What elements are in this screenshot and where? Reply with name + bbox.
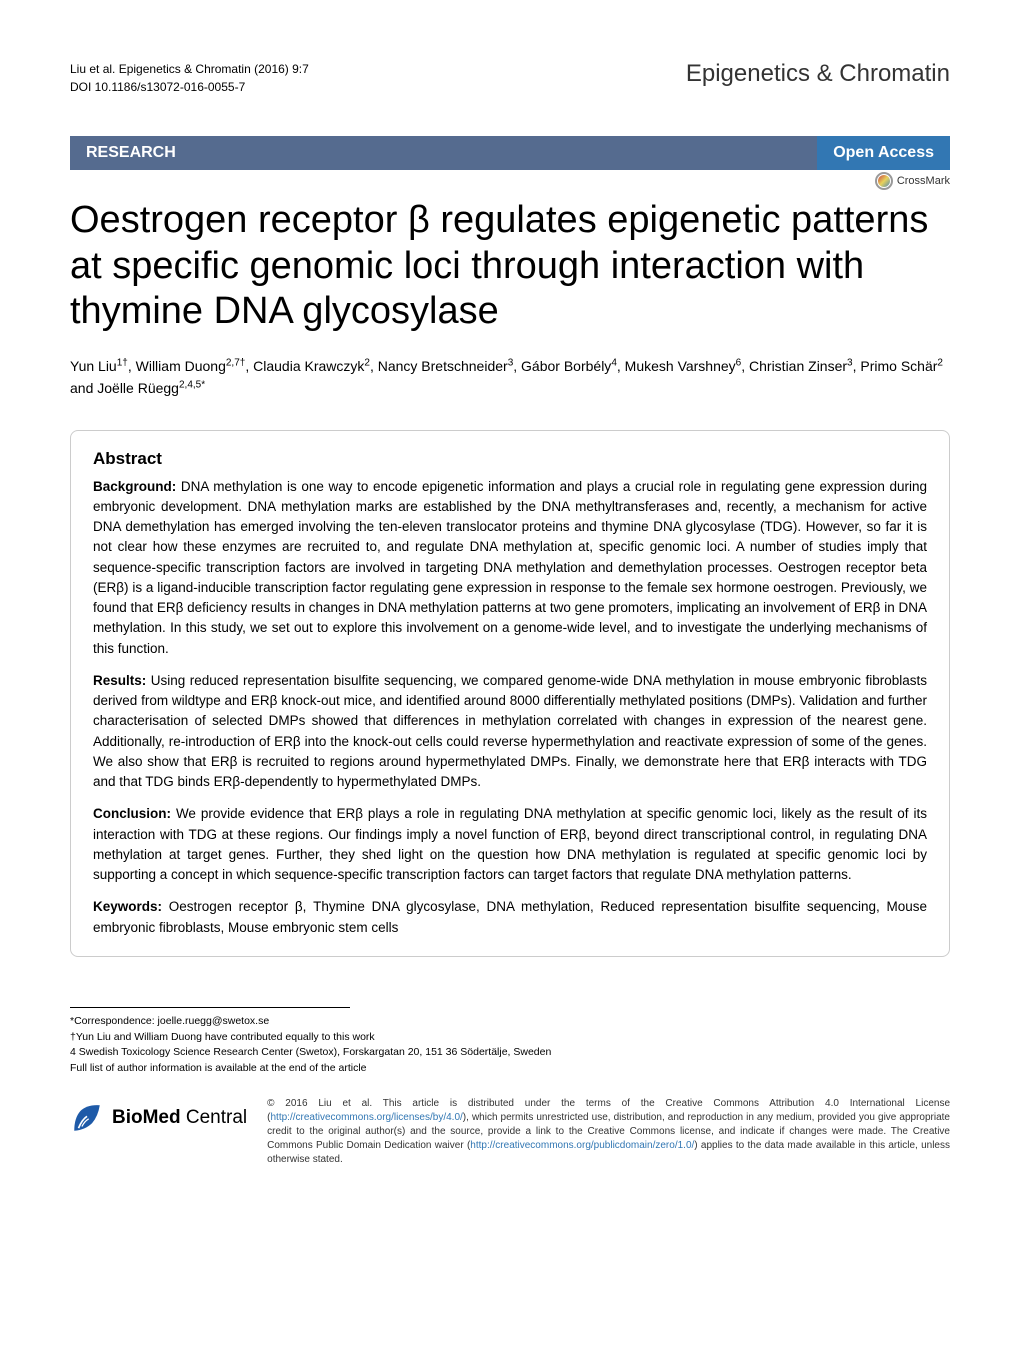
keywords-text: Oestrogen receptor β, Thymine DNA glycos…	[93, 899, 927, 934]
affiliation-note: 4 Swedish Toxicology Science Research Ce…	[70, 1045, 950, 1061]
abstract-results: Results: Using reduced representation bi…	[93, 671, 927, 793]
license-text: © 2016 Liu et al. This article is distri…	[267, 1097, 950, 1167]
bmc-bold: BioMed	[112, 1107, 181, 1128]
crossmark-icon	[875, 172, 893, 190]
journal-name: Epigenetics & Chromatin	[686, 60, 950, 88]
background-text: DNA methylation is one way to encode epi…	[93, 479, 927, 656]
citation-text: Liu et al. Epigenetics & Chromatin (2016…	[70, 60, 309, 78]
bmc-brand-text: BioMed Central	[112, 1107, 247, 1129]
correspondence-note: *Correspondence: joelle.ruegg@swetox.se	[70, 1014, 950, 1030]
footnote-divider	[70, 1007, 350, 1008]
bmc-icon	[70, 1101, 104, 1135]
page-header: Liu et al. Epigenetics & Chromatin (2016…	[70, 60, 950, 96]
keywords-label: Keywords:	[93, 899, 162, 914]
background-label: Background:	[93, 479, 176, 494]
conclusion-label: Conclusion:	[93, 806, 171, 821]
bmc-rest: Central	[181, 1107, 248, 1128]
citation-block: Liu et al. Epigenetics & Chromatin (2016…	[70, 60, 309, 96]
abstract-box: Abstract Background: DNA methylation is …	[70, 430, 950, 957]
full-author-list-note: Full list of author information is avail…	[70, 1061, 950, 1077]
contribution-note: †Yun Liu and William Duong have contribu…	[70, 1030, 950, 1046]
crossmark-label: CrossMark	[897, 175, 950, 187]
research-label: RESEARCH	[70, 136, 192, 170]
biomedcentral-logo: BioMed Central	[70, 1097, 247, 1135]
article-title: Oestrogen receptor β regulates epigeneti…	[70, 198, 950, 335]
footnotes: *Correspondence: joelle.ruegg@swetox.se …	[70, 1014, 950, 1077]
doi-text: DOI 10.1186/s13072-016-0055-7	[70, 78, 309, 96]
abstract-keywords: Keywords: Oestrogen receptor β, Thymine …	[93, 897, 927, 938]
license-link-2[interactable]: http://creativecommons.org/publicdomain/…	[470, 1140, 694, 1151]
results-text: Using reduced representation bisulfite s…	[93, 673, 927, 789]
abstract-conclusion: Conclusion: We provide evidence that ERβ…	[93, 804, 927, 885]
conclusion-text: We provide evidence that ERβ plays a rol…	[93, 806, 927, 882]
publisher-footer: BioMed Central © 2016 Liu et al. This ar…	[70, 1097, 950, 1167]
crossmark-row[interactable]: CrossMark	[70, 172, 950, 190]
authors-list: Yun Liu1†, William Duong2,7†, Claudia Kr…	[70, 355, 950, 400]
results-label: Results:	[93, 673, 146, 688]
license-link-1[interactable]: http://creativecommons.org/licenses/by/4…	[270, 1112, 462, 1123]
open-access-badge: Open Access	[817, 136, 950, 170]
article-type-banner: RESEARCH Open Access	[70, 136, 950, 170]
abstract-heading: Abstract	[93, 449, 927, 469]
abstract-background: Background: DNA methylation is one way t…	[93, 477, 927, 659]
